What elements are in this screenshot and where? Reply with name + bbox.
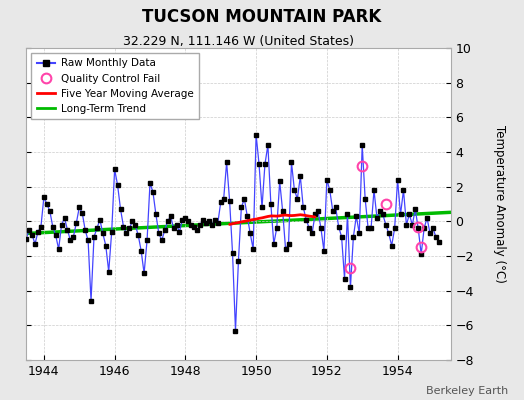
Legend: Raw Monthly Data, Quality Control Fail, Five Year Moving Average, Long-Term Tren: Raw Monthly Data, Quality Control Fail, … <box>31 53 199 119</box>
Y-axis label: Temperature Anomaly (°C): Temperature Anomaly (°C) <box>494 125 506 283</box>
Title: 32.229 N, 111.146 W (United States): 32.229 N, 111.146 W (United States) <box>123 35 354 48</box>
Text: TUCSON MOUNTAIN PARK: TUCSON MOUNTAIN PARK <box>143 8 381 26</box>
Text: Berkeley Earth: Berkeley Earth <box>426 386 508 396</box>
